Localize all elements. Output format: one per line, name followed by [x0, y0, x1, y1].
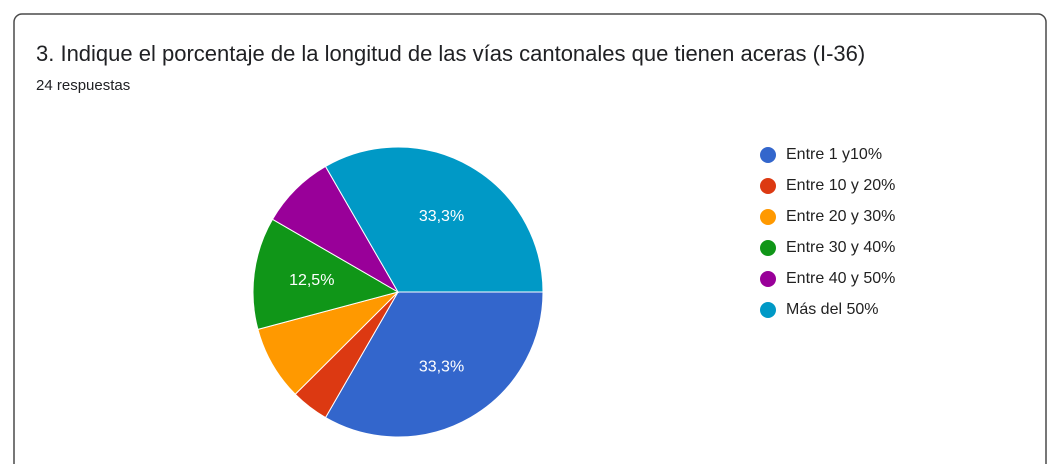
legend-marker: [760, 271, 776, 287]
legend-label: Entre 1 y10%: [786, 146, 882, 163]
chart-subtitle: 24 respuestas: [36, 77, 130, 94]
legend-marker: [760, 147, 776, 163]
slice-label: 12,5%: [289, 272, 334, 289]
pie-slice: [252, 218, 400, 331]
legend-label: Entre 20 y 30%: [786, 208, 895, 225]
legend-label: Entre 10 y 20%: [786, 177, 895, 194]
legend-marker: [760, 209, 776, 225]
slice-label: 33,3%: [419, 208, 464, 225]
legend-marker: [760, 240, 776, 256]
legend-marker: [760, 178, 776, 194]
pie-slice: [324, 146, 544, 293]
legend-label: Más del 50%: [786, 301, 879, 318]
chart-title: 3. Indique el porcentaje de la longitud …: [36, 41, 865, 66]
slice-label: 33,3%: [419, 359, 464, 376]
pie-slice: [324, 291, 544, 438]
legend-label: Entre 30 y 40%: [786, 239, 895, 256]
legend-label: Entre 40 y 50%: [786, 270, 895, 287]
legend-marker: [760, 302, 776, 318]
